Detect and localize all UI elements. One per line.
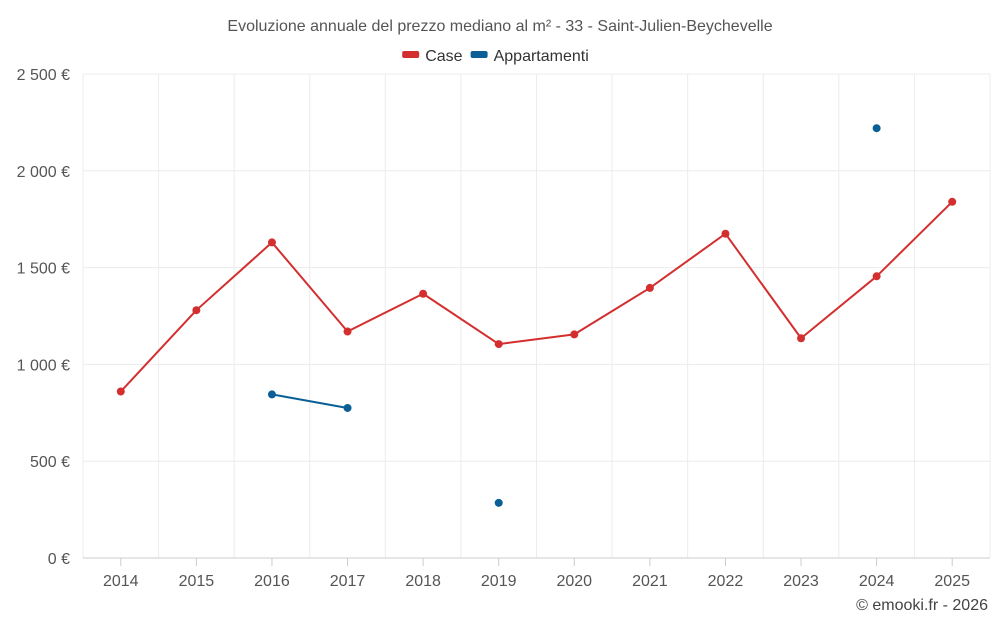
x-tick-label: 2016 — [254, 573, 290, 590]
y-tick-label: 1 000 € — [17, 357, 70, 374]
legend-swatch — [402, 51, 420, 58]
series-case — [116, 197, 957, 396]
data-point — [494, 498, 503, 507]
x-tick-label: 2022 — [708, 573, 744, 590]
x-tick-label: 2024 — [859, 573, 895, 590]
x-tick-label: 2023 — [783, 573, 819, 590]
credit-text: © emooki.fr - 2026 — [856, 597, 988, 614]
legend: Case Appartamenti — [402, 48, 589, 65]
data-point — [343, 403, 352, 412]
data-point — [419, 289, 428, 298]
data-point — [267, 238, 276, 247]
x-tick-label: 2025 — [934, 573, 970, 590]
x-tick-label: 2021 — [632, 573, 668, 590]
y-tick-label: 2 500 € — [17, 67, 70, 84]
axes: 0 € 500 € 1 000 € 1 500 € 2 000 € 2 500 € 2014… — [17, 67, 990, 590]
y-tick-label: 0 € — [48, 551, 70, 568]
series-line — [120, 201, 953, 393]
data-point — [645, 283, 654, 292]
data-point — [721, 229, 730, 238]
legend-label: Appartamenti — [494, 48, 589, 65]
x-tick-label: 2014 — [103, 573, 139, 590]
data-point — [192, 306, 201, 315]
data-point — [343, 327, 352, 336]
legend-item-appartamenti: Appartamenti — [470, 48, 589, 65]
grid — [82, 73, 991, 558]
x-tick-label: 2017 — [330, 573, 366, 590]
data-point — [872, 124, 881, 133]
data-point — [948, 197, 957, 206]
chart-title: Evoluzione annuale del prezzo mediano al… — [227, 18, 772, 35]
data-point — [267, 390, 276, 399]
data-point — [570, 330, 579, 339]
data-point — [872, 272, 881, 281]
data-point — [797, 334, 806, 343]
series-line — [271, 393, 348, 409]
series-layer — [116, 124, 957, 507]
x-tick-label: 2019 — [481, 573, 517, 590]
x-tick-label: 2018 — [405, 573, 441, 590]
x-tick-label: 2015 — [179, 573, 215, 590]
x-tick-label: 2020 — [556, 573, 592, 590]
legend-swatch — [470, 51, 488, 58]
y-tick-label: 1 500 € — [17, 261, 70, 278]
data-point — [494, 340, 503, 349]
data-point — [116, 387, 125, 396]
series-appartamenti — [267, 124, 881, 507]
y-tick-label: 500 € — [30, 454, 70, 471]
y-tick-label: 2 000 € — [17, 164, 70, 181]
legend-label: Case — [425, 48, 462, 65]
legend-item-case: Case — [402, 48, 463, 65]
